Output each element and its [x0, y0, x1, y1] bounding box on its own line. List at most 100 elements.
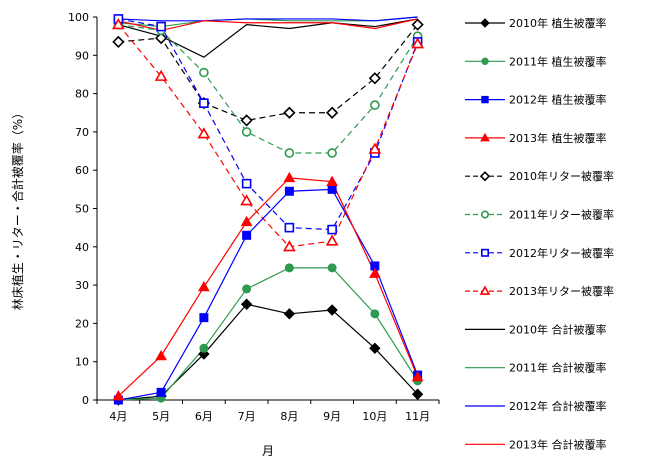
- legend-label: 2010年リター被覆率: [509, 169, 614, 183]
- legend: 2010年 植生被覆率 2011年 植生被覆率 2012年 植生被覆率 2013年 植…: [465, 16, 614, 451]
- y-tick-label: 60: [75, 164, 89, 177]
- series-line-5: [118, 24, 419, 154]
- data-point-7: [282, 240, 296, 252]
- x-tick-label: 11月: [405, 410, 430, 423]
- data-point-3: [155, 349, 167, 361]
- data-point-3: [112, 390, 125, 401]
- data-point-4: [154, 31, 168, 45]
- x-axis-title: 月: [262, 444, 274, 458]
- legend-label: 2010年 植生被覆率: [509, 16, 607, 30]
- data-point-7: [368, 142, 382, 154]
- data-point-2: [199, 313, 209, 323]
- data-point-3: [369, 267, 381, 278]
- data-point-3: [240, 215, 253, 227]
- data-point-7: [197, 127, 211, 139]
- data-point-5: [327, 148, 337, 158]
- legend-marker: [479, 285, 491, 295]
- legend-marker: [480, 248, 489, 257]
- x-tick-label: 6月: [195, 410, 213, 423]
- series-line-10: [118, 16, 418, 22]
- data-point-1: [284, 263, 294, 273]
- data-point-4: [112, 35, 125, 49]
- legend-marker: [480, 18, 490, 28]
- legend-marker: [480, 210, 489, 219]
- legend-label: 2012年リター被覆率: [509, 246, 614, 260]
- legend-label: 2012年 合計被覆率: [509, 399, 607, 413]
- data-point-7: [240, 194, 254, 206]
- data-point-2: [242, 230, 252, 240]
- x-tick-label: 9月: [323, 410, 341, 423]
- legend-label: 2011年 合計被覆率: [509, 361, 607, 375]
- data-point-0: [283, 308, 296, 320]
- legend-marker: [481, 57, 489, 65]
- series-line-8: [118, 18, 418, 58]
- data-point-3: [326, 175, 338, 186]
- y-tick-label: 10: [75, 356, 89, 369]
- data-point-7: [325, 234, 339, 246]
- data-point-5: [241, 127, 252, 137]
- data-point-3: [411, 371, 424, 382]
- x-tick-label: 7月: [238, 410, 256, 423]
- data-point-6: [284, 222, 295, 233]
- data-point-0: [240, 298, 253, 310]
- series-line-4: [118, 24, 419, 122]
- series-line-6: [118, 18, 419, 231]
- data-point-7: [154, 69, 168, 81]
- data-point-6: [241, 178, 252, 189]
- data-point-6: [327, 224, 337, 235]
- data-point-3: [198, 281, 210, 292]
- data-point-4: [283, 106, 296, 119]
- data-point-4: [240, 114, 253, 127]
- data-point-5: [370, 100, 380, 110]
- series-line-3: [117, 177, 419, 397]
- data-point-4: [368, 72, 382, 85]
- data-point-7: [111, 18, 125, 30]
- y-tick-label: 0: [82, 394, 89, 407]
- y-tick-label: 50: [75, 203, 89, 216]
- data-point-3: [283, 171, 296, 183]
- data-point-5: [284, 148, 295, 158]
- x-tick-label: 10月: [362, 410, 387, 423]
- legend-label: 2013年リター被覆率: [509, 284, 614, 298]
- data-point-1: [370, 309, 380, 319]
- x-ticks: 4月 5月 6月 7月 8月 9月 10月 11月: [96, 400, 440, 423]
- data-point-0: [326, 304, 338, 316]
- series-line-1: [118, 267, 419, 401]
- legend-label: 2013年 植生被覆率: [509, 131, 607, 145]
- x-tick-label: 5月: [152, 410, 170, 423]
- series-markers: [111, 14, 425, 406]
- y-tick-label: 90: [75, 49, 89, 62]
- data-point-2: [284, 186, 294, 196]
- data-point-2: [156, 387, 166, 397]
- legend-label: 2011年リター被覆率: [509, 208, 614, 222]
- axes: [96, 17, 439, 401]
- data-point-4: [411, 18, 424, 31]
- y-axis-title: 林床植生・リター・合計被覆率（%）: [10, 107, 25, 310]
- data-point-1: [199, 343, 209, 353]
- data-point-6: [156, 21, 166, 32]
- data-point-0: [411, 388, 424, 400]
- legend-label: 2011年 植生被覆率: [509, 54, 607, 68]
- legend-label: 2010年 合計被覆率: [509, 322, 607, 336]
- y-tick-label: 100: [68, 11, 89, 24]
- series-line-2: [118, 188, 419, 401]
- data-point-2: [327, 184, 337, 194]
- legend-label: 2012年 植生被覆率: [509, 93, 607, 107]
- y-tick-label: 80: [75, 88, 89, 101]
- y-tick-label: 20: [75, 317, 89, 330]
- legend-marker: [480, 132, 490, 142]
- y-tick-label: 30: [75, 279, 89, 292]
- x-tick-label: 8月: [280, 410, 298, 423]
- y-tick-label: 70: [75, 126, 89, 139]
- legend-marker: [479, 171, 491, 182]
- data-point-7: [411, 37, 425, 49]
- data-point-1: [327, 263, 337, 273]
- y-ticks: 0 10 20 30 40 50 60 70 80 90 100: [68, 11, 97, 407]
- series-line-11: [118, 18, 418, 32]
- data-point-4: [325, 106, 339, 119]
- y-tick-label: 40: [75, 241, 89, 254]
- data-point-1: [242, 284, 252, 294]
- legend-label: 2013年 合計被覆率: [509, 437, 607, 451]
- series-lines: [117, 16, 419, 401]
